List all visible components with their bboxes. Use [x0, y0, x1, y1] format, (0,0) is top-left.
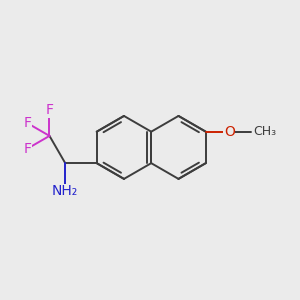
Text: F: F: [46, 103, 53, 117]
Text: O: O: [224, 125, 235, 139]
Text: NH₂: NH₂: [52, 184, 78, 198]
Text: F: F: [23, 142, 31, 156]
Text: CH₃: CH₃: [253, 125, 276, 138]
Text: F: F: [23, 116, 31, 130]
